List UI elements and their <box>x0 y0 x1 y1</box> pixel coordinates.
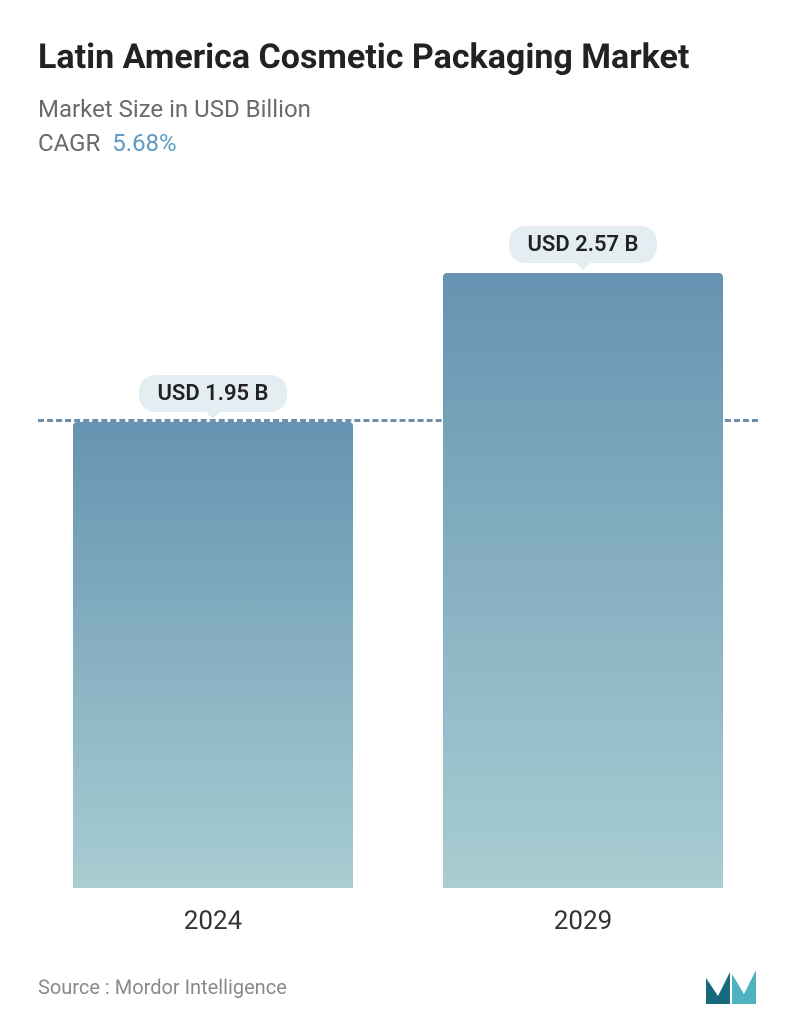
chart-area: USD 1.95 B 2024 USD 2.57 B 2029 <box>38 187 758 949</box>
value-label-2024: USD 1.95 B <box>139 375 286 412</box>
cagr-row: CAGR 5.68% <box>38 129 758 157</box>
brand-logo-icon <box>704 968 758 1006</box>
year-label-2029: 2029 <box>554 906 612 936</box>
cagr-label: CAGR <box>38 129 100 157</box>
footer: Source : Mordor Intelligence <box>38 968 758 1006</box>
bar-2024 <box>73 422 353 888</box>
source-text: Source : Mordor Intelligence <box>38 975 287 999</box>
bar-group-2024: USD 1.95 B 2024 <box>73 375 353 888</box>
year-label-2024: 2024 <box>184 906 242 936</box>
cagr-value: 5.68% <box>112 129 176 157</box>
chart-subtitle: Market Size in USD Billion <box>38 95 758 123</box>
bar-group-2029: USD 2.57 B 2029 <box>443 226 723 888</box>
bar-2029 <box>443 273 723 888</box>
chart-title: Latin America Cosmetic Packaging Market <box>38 36 758 79</box>
value-label-2029: USD 2.57 B <box>509 226 656 263</box>
